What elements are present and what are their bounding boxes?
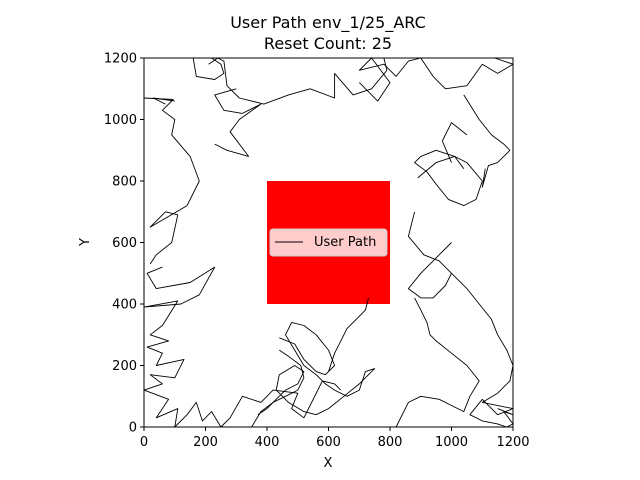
x-tick-label: 800 <box>378 435 403 450</box>
user-path-segment <box>143 266 342 428</box>
y-tick-label: 800 <box>112 175 137 190</box>
user-path-segment <box>257 321 376 416</box>
x-tick-label: 0 <box>140 435 148 450</box>
y-axis-label: Y <box>78 238 93 247</box>
y-tick-label: 600 <box>112 236 137 251</box>
x-tick-label: 200 <box>193 435 218 450</box>
y-tick-label: 400 <box>112 298 137 313</box>
x-tick-label: 1200 <box>496 435 529 450</box>
user-path-segment <box>152 97 175 105</box>
legend-label: User Path <box>314 235 376 250</box>
user-path-segment <box>251 349 305 428</box>
user-path-segment <box>143 97 200 265</box>
chart-subtitle: Reset Count: 25 <box>264 34 392 53</box>
x-tick-label: 400 <box>255 435 280 450</box>
x-axis-label: X <box>324 456 333 471</box>
y-tick-label: 1000 <box>104 113 137 128</box>
user-path-segment <box>192 57 225 80</box>
user-path-segment <box>451 272 514 428</box>
user-path-segment <box>328 297 369 372</box>
x-tick-label: 1000 <box>435 435 468 450</box>
y-axis-ticks: 0 200 400 600 800 1000 1200 <box>104 52 144 436</box>
user-path-segment <box>358 57 514 102</box>
user-path-segment <box>441 122 468 163</box>
user-path-segment <box>407 211 452 299</box>
user-path-segment <box>463 94 511 188</box>
user-path-segment <box>414 149 483 207</box>
y-tick-label: 0 <box>129 421 137 436</box>
user-path <box>143 57 514 428</box>
y-tick-label: 1200 <box>104 52 137 67</box>
user-path-segment <box>208 57 388 105</box>
user-path-segment <box>395 297 480 428</box>
legend: User Path <box>269 228 388 257</box>
chart-title: User Path env_1/25_ARC <box>230 13 426 33</box>
user-path-segment <box>214 88 262 157</box>
y-tick-label: 200 <box>112 359 137 374</box>
x-axis-ticks: 0 200 400 600 800 1000 1200 <box>140 427 530 450</box>
x-tick-label: 600 <box>316 435 341 450</box>
legend-box <box>269 228 388 257</box>
